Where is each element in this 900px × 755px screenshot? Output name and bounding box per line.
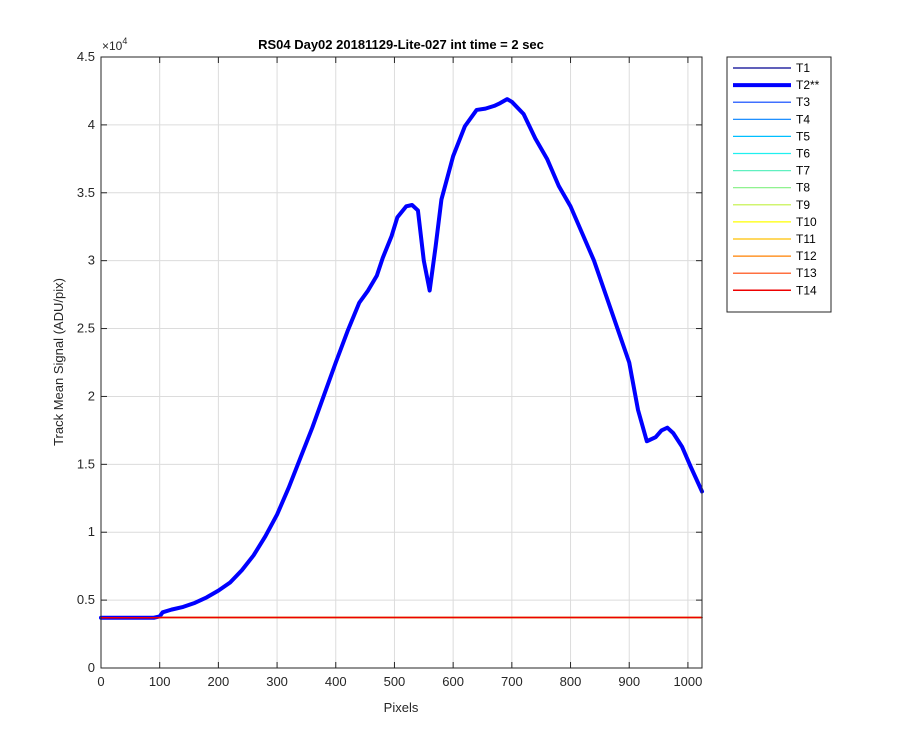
- y-tick-label: 2: [88, 388, 95, 403]
- y-tick-label: 1.5: [77, 456, 95, 471]
- x-tick-label: 300: [266, 674, 288, 689]
- y-tick-label: 1: [88, 524, 95, 539]
- x-tick-label: 500: [384, 674, 406, 689]
- x-tick-label: 800: [560, 674, 582, 689]
- y-tick-label: 0.5: [77, 592, 95, 607]
- legend-label: T9: [796, 198, 810, 212]
- x-tick-label: 0: [97, 674, 104, 689]
- y-tick-label: 4: [88, 117, 95, 132]
- legend-label: T13: [796, 266, 817, 280]
- y-tick-label: 4.5: [77, 49, 95, 64]
- x-tick-label: 100: [149, 674, 171, 689]
- x-tick-label: 1000: [673, 674, 702, 689]
- legend-label: T10: [796, 215, 817, 229]
- y-tick-label: 0: [88, 660, 95, 675]
- y-tick-label: 3.5: [77, 185, 95, 200]
- x-tick-label: 900: [618, 674, 640, 689]
- legend-label: T2**: [796, 78, 820, 92]
- legend-label: T6: [796, 147, 810, 161]
- x-tick-label: 200: [208, 674, 230, 689]
- y-tick-label: 2.5: [77, 321, 95, 336]
- legend-label: T8: [796, 181, 810, 195]
- legend-label: T11: [796, 232, 816, 246]
- legend-label: T12: [796, 249, 817, 263]
- legend-label: T7: [796, 164, 810, 178]
- legend-label: T1: [796, 61, 810, 75]
- x-tick-label: 700: [501, 674, 523, 689]
- legend-label: T3: [796, 95, 810, 109]
- legend-label: T14: [796, 283, 817, 297]
- legend-label: T5: [796, 129, 810, 143]
- x-axis-label: Pixels: [384, 700, 419, 715]
- x-tick-label: 400: [325, 674, 347, 689]
- y-tick-label: 3: [88, 253, 95, 268]
- x-tick-label: 600: [442, 674, 464, 689]
- legend: T1 T2** T3 T4 T5 T6 T7 T8 T9 T10 T11 T12 T13 T14: [727, 57, 831, 312]
- legend-label: T4: [796, 112, 810, 126]
- y-axis-label: Track Mean Signal (ADU/pix): [51, 278, 66, 446]
- chart-title: RS04 Day02 20181129-Lite-027 int time = …: [258, 37, 544, 52]
